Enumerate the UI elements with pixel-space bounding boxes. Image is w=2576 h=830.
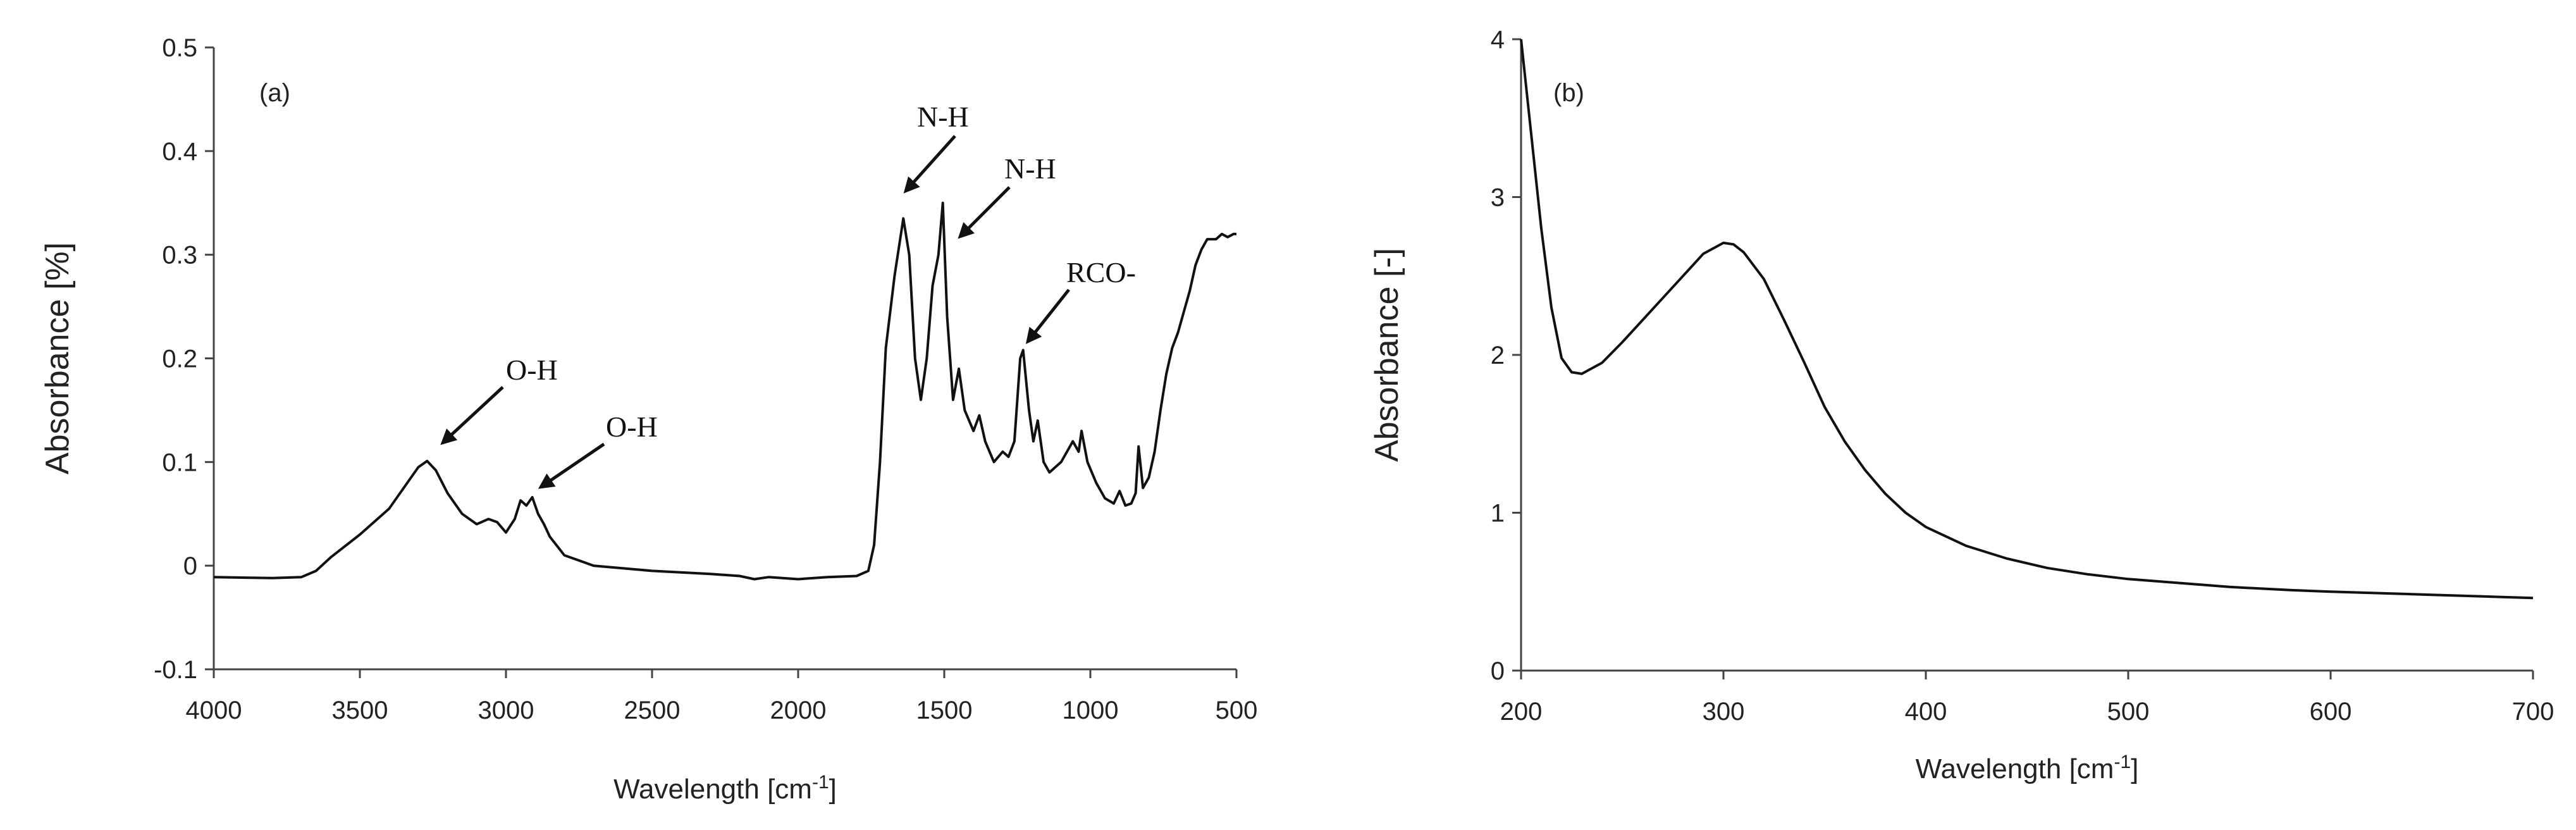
a-x-tick-label: 1500 xyxy=(916,697,973,724)
b-y-tick-label: 2 xyxy=(1491,342,1505,369)
panel-b-x-axis-label: Wavelength [cm-1] xyxy=(1916,752,2139,784)
annotation-label: O-H xyxy=(606,411,658,443)
panel-a-x-axis-label: Wavelength [cm-1] xyxy=(613,772,837,805)
a-y-tick-label: 0.4 xyxy=(162,138,197,166)
a-x-tick-label: 2500 xyxy=(624,697,681,724)
annotation-label: RCO- xyxy=(1066,256,1136,288)
a-y-tick-label: 0.2 xyxy=(162,345,197,373)
panel-b-x-axis-label-end: ] xyxy=(2131,753,2138,784)
b-x-tick-label: 200 xyxy=(1500,698,1543,726)
panel-a-x-axis-label-sup: -1 xyxy=(812,772,829,793)
a-x-tick-label: 3000 xyxy=(478,697,534,724)
a-y-tick-label: 0 xyxy=(183,552,197,580)
annotation-arrow xyxy=(538,442,605,489)
annotation-label: N-H xyxy=(1004,152,1056,185)
panel-a-annotations: O-H O-H N-H N-H RCO- xyxy=(440,101,1136,489)
b-x-tick-label: 500 xyxy=(2107,698,2150,726)
panel-a-label: (a) xyxy=(259,79,290,107)
panel-b-uvvis-line xyxy=(1520,39,2534,600)
b-y-tick-label: 4 xyxy=(1491,26,1505,54)
a-y-tick-label: -0.1 xyxy=(154,656,197,684)
b-y-tick-label: 1 xyxy=(1491,500,1505,528)
b-x-tick-label: 300 xyxy=(1703,698,1745,726)
annotation-arrow xyxy=(958,186,1011,239)
annotation-arrow xyxy=(440,386,504,445)
a-y-tick-label: 0.1 xyxy=(162,449,197,476)
annotation-label: O-H xyxy=(506,354,558,386)
annotation-arrow xyxy=(903,135,956,194)
b-x-tick-label: 400 xyxy=(1905,698,1947,726)
panel-b-y-axis-label: Absorbance [-] xyxy=(1369,248,1405,462)
a-y-tick-label: 0.3 xyxy=(162,242,197,269)
b-y-tick-label: 0 xyxy=(1491,657,1505,685)
panel-a-axes: -0.1 0 0.1 0.2 0.3 0.4 0.5 4000 3500 3000 2500 2000… xyxy=(154,34,1257,724)
panel-b-x-axis-label-sup: -1 xyxy=(2114,752,2131,772)
b-x-tick-label: 600 xyxy=(2310,698,2352,726)
a-x-tick-label: 500 xyxy=(1216,697,1258,724)
a-x-tick-label: 1000 xyxy=(1063,697,1119,724)
panel-b-axes: 0 1 2 3 4 200 300 400 500 600 700 xyxy=(1491,26,2554,726)
panel-a-y-axis-label: Absorbance [%] xyxy=(39,242,76,474)
panel-a: -0.1 0 0.1 0.2 0.3 0.4 0.5 4000 3500 3000 2500 2000… xyxy=(39,34,1257,805)
panel-b: 0 1 2 3 4 200 300 400 500 600 700 (b) Absorbance [… xyxy=(1369,26,2554,784)
b-y-tick-label: 3 xyxy=(1491,184,1505,212)
annotation-label: N-H xyxy=(917,101,969,133)
panel-a-x-axis-label-main: Wavelength [cm xyxy=(613,774,812,805)
a-x-tick-label: 4000 xyxy=(186,697,242,724)
a-x-tick-label: 3500 xyxy=(332,697,388,724)
b-x-tick-label: 700 xyxy=(2512,698,2554,726)
panel-b-label: (b) xyxy=(1553,79,1584,107)
a-x-tick-label: 2000 xyxy=(770,697,827,724)
panel-a-x-axis-label-end: ] xyxy=(829,774,837,805)
panel-a-ftir-line xyxy=(213,201,1236,581)
annotation-arrow xyxy=(1025,288,1070,344)
panel-b-x-axis-label-main: Wavelength [cm xyxy=(1916,753,2114,784)
a-y-tick-label: 0.5 xyxy=(162,34,197,62)
